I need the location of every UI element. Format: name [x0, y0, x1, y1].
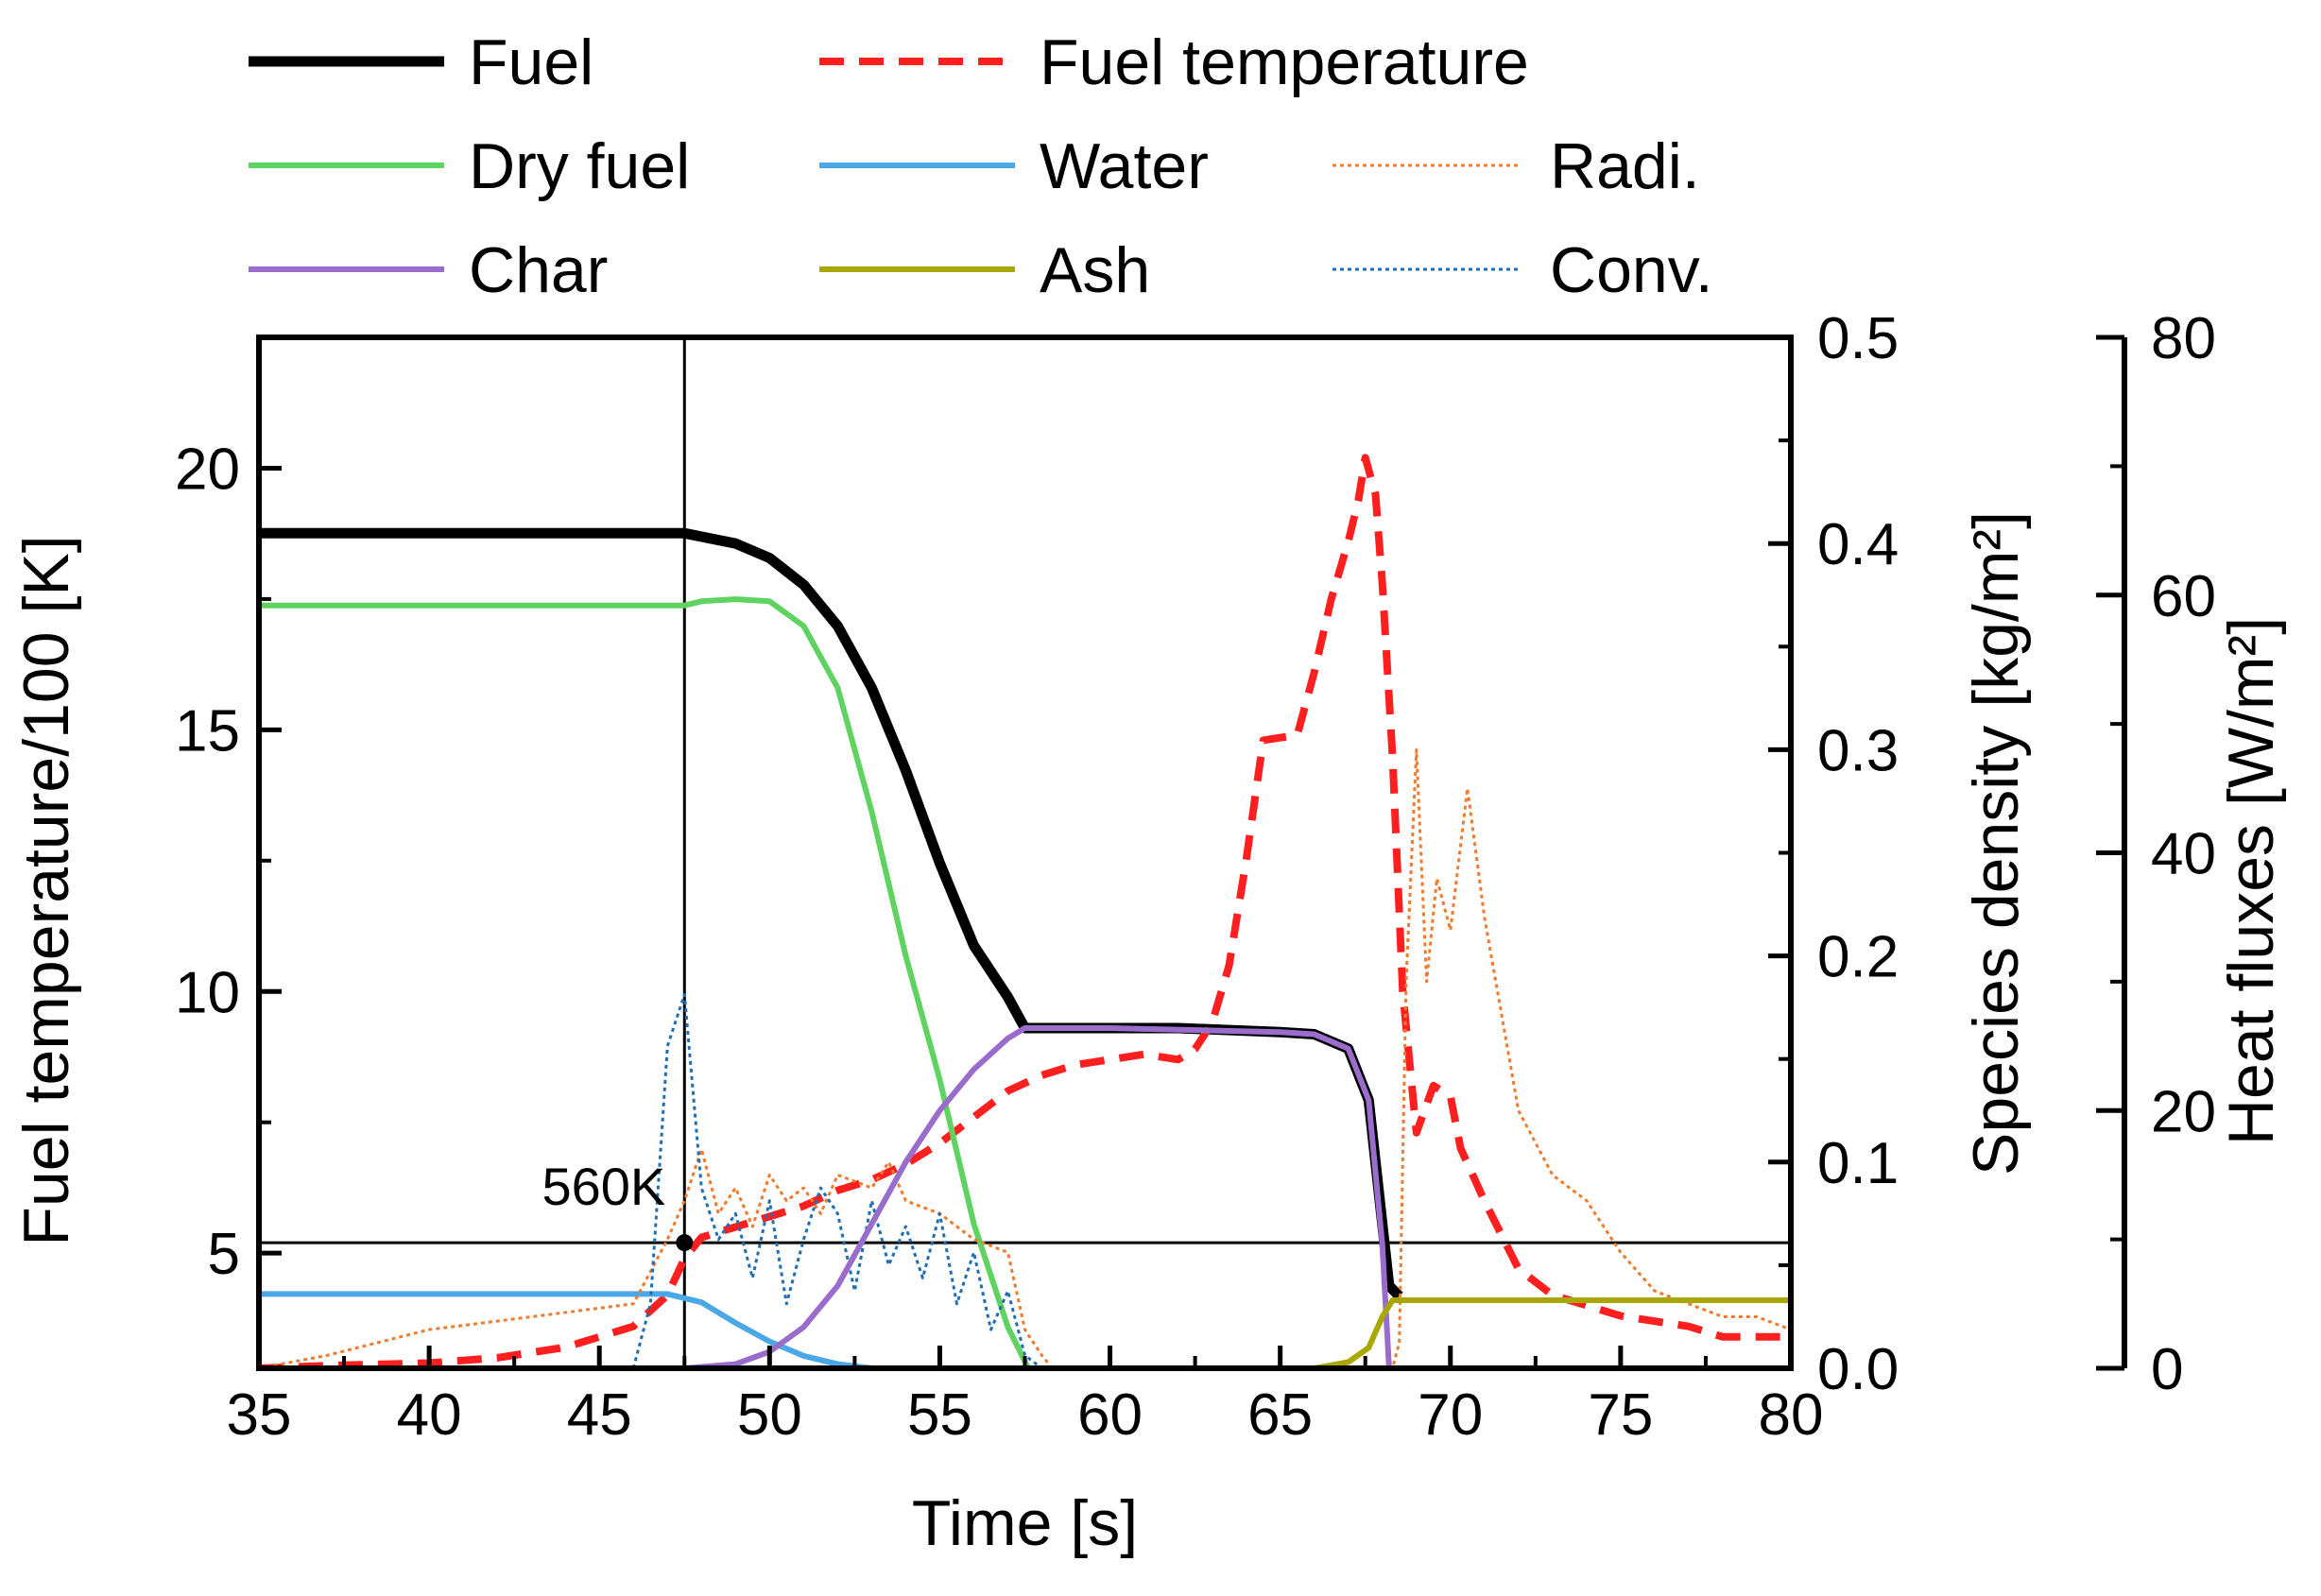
heat-flux-tick-label-80: 80	[2151, 306, 2216, 371]
x-tick-label-65: 65	[1247, 1382, 1313, 1448]
axes: 35 40 45 50 55 60 65 70 75 80 Time [s] 5 10 15 20 Fuel …	[10, 306, 2287, 1559]
legend-label-ash: Ash	[1040, 234, 1150, 306]
density-tick-label-0.1: 0.1	[1817, 1131, 1899, 1196]
density-tick-label-0.2: 0.2	[1817, 925, 1899, 990]
x-tick-label-50: 50	[737, 1382, 802, 1448]
legend-label-dry-fuel: Dry fuel	[469, 130, 690, 202]
legend-label-radi: Radi.	[1550, 130, 1700, 202]
heat-flux-tick-label-20: 20	[2151, 1079, 2216, 1144]
series-line-radi	[259, 747, 1791, 1368]
series-line-fuel	[259, 527, 1403, 1300]
legend-label-fuel: Fuel	[469, 26, 593, 98]
density-tick-label-0.3: 0.3	[1817, 718, 1899, 783]
density-axis-title: Species density [kg/m²]	[1960, 511, 2032, 1176]
temp-tick-label-10: 10	[175, 960, 240, 1025]
series-group	[259, 454, 1791, 1368]
legend-label-char: Char	[469, 234, 608, 306]
heat-flux-tick-label-0: 0	[2151, 1337, 2183, 1402]
density-tick-label-0.0: 0.0	[1817, 1337, 1899, 1402]
legend-label-water: Water	[1040, 130, 1209, 202]
density-tick-label-0.5: 0.5	[1817, 306, 1899, 371]
reference-point-marker	[676, 1234, 694, 1252]
series-line-char	[684, 1025, 1392, 1368]
annotation-560k: 560K	[542, 1157, 665, 1216]
series-line-dry-fuel	[259, 596, 1031, 1368]
x-tick-label-35: 35	[227, 1382, 292, 1448]
series-line-water	[259, 1291, 872, 1368]
temp-tick-label-15: 15	[175, 698, 240, 764]
x-tick-label-80: 80	[1759, 1382, 1824, 1448]
plot-area: 560K	[259, 337, 1791, 1368]
plot-frame	[256, 335, 1794, 1371]
x-tick-label-75: 75	[1588, 1382, 1653, 1448]
temp-tick-label-5: 5	[208, 1222, 240, 1287]
legend-label-conv: Conv.	[1550, 234, 1713, 306]
series-line-conv	[631, 993, 1043, 1368]
density-tick-label-0.4: 0.4	[1817, 512, 1899, 577]
series-line-fuel-temperature	[259, 454, 1791, 1368]
x-axis-title: Time [s]	[912, 1487, 1138, 1559]
x-tick-label-45: 45	[567, 1382, 632, 1448]
temp-tick-label-20: 20	[175, 437, 240, 502]
legend: Fuel Fuel temperature Dry fuel Water Radi. Ch…	[249, 26, 1713, 306]
x-tick-label-70: 70	[1418, 1382, 1483, 1448]
temperature-axis-title: Fuel temperature/100 [K]	[10, 535, 82, 1245]
x-tick-label-55: 55	[907, 1382, 972, 1448]
x-tick-label-40: 40	[397, 1382, 462, 1448]
heat-flux-axis-title: Heat fluxes [W/m²]	[2215, 617, 2287, 1145]
legend-label-fuel-temperature: Fuel temperature	[1040, 26, 1529, 98]
series-line-ash	[1246, 1297, 1791, 1368]
x-tick-label-60: 60	[1077, 1382, 1143, 1448]
heat-flux-tick-label-40: 40	[2151, 822, 2216, 887]
heat-flux-tick-label-60: 60	[2151, 564, 2216, 629]
